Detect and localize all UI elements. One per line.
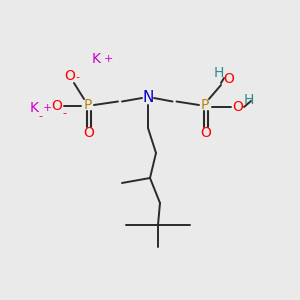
- Text: O: O: [224, 72, 234, 86]
- Text: H: H: [244, 93, 254, 107]
- Text: -: -: [38, 111, 42, 121]
- Text: O: O: [201, 126, 212, 140]
- Text: N: N: [142, 91, 154, 106]
- Text: +: +: [103, 54, 113, 64]
- Text: K: K: [29, 101, 38, 115]
- Text: O: O: [232, 100, 243, 114]
- Text: O: O: [64, 69, 75, 83]
- Text: O: O: [84, 126, 94, 140]
- Text: P: P: [201, 98, 209, 112]
- Text: -: -: [62, 108, 66, 118]
- Text: P: P: [84, 98, 92, 112]
- Text: K: K: [92, 52, 100, 66]
- Text: H: H: [214, 66, 224, 80]
- Text: O: O: [52, 99, 62, 113]
- Text: +: +: [42, 103, 52, 113]
- Text: -: -: [75, 72, 79, 82]
